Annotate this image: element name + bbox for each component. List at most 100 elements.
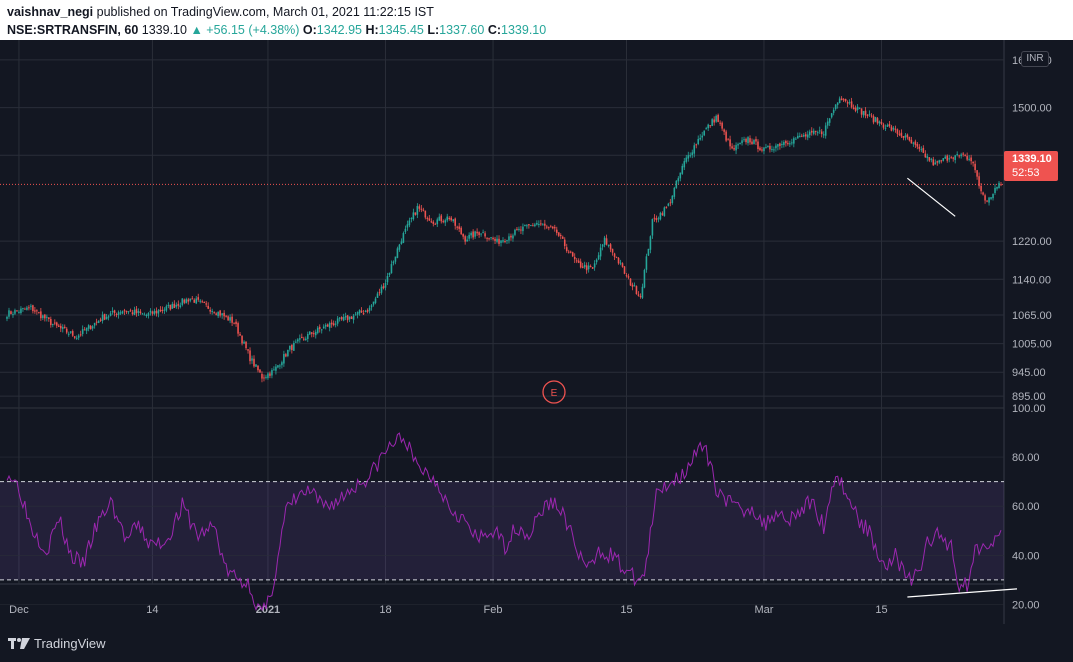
candle-body xyxy=(275,366,277,371)
candle-body xyxy=(386,275,389,283)
candle-body xyxy=(185,299,188,304)
candle-body xyxy=(67,333,70,335)
candle-body xyxy=(984,195,986,201)
candle-body xyxy=(816,132,819,134)
candle-body xyxy=(16,310,18,312)
candle-body xyxy=(492,237,494,240)
candle-body xyxy=(575,260,578,262)
candle-body xyxy=(227,316,229,321)
candle-body xyxy=(10,311,12,315)
candle-body xyxy=(478,232,480,235)
candle-body xyxy=(153,310,156,314)
candle-body xyxy=(577,260,580,263)
candle-body xyxy=(408,220,411,226)
candle-body xyxy=(279,365,281,367)
candle-body xyxy=(322,326,325,329)
author-name[interactable]: vaishnav_negi xyxy=(7,5,94,19)
candle-body xyxy=(705,128,707,130)
candle-body xyxy=(456,226,458,228)
candle-body xyxy=(623,266,626,274)
time-axis-label: Feb xyxy=(484,604,503,616)
candle-body xyxy=(163,309,166,311)
chart-canvas[interactable]: Dec14202118Feb15Mar151600.001500.001400.… xyxy=(0,40,1073,624)
candle-body xyxy=(137,311,140,313)
price-tag-value: 1339.10 xyxy=(1012,153,1052,165)
candle-body xyxy=(374,298,377,303)
candle-body xyxy=(741,140,743,144)
candle-body xyxy=(550,226,552,228)
candle-body xyxy=(938,160,941,163)
candle-body xyxy=(920,149,923,151)
candle-body xyxy=(340,317,343,320)
candle-body xyxy=(464,236,466,242)
candle-body xyxy=(299,338,301,340)
candle-body xyxy=(412,212,415,220)
candle-body xyxy=(797,135,799,139)
candle-body xyxy=(440,215,443,222)
candle-body xyxy=(203,302,205,304)
candle-body xyxy=(179,305,182,308)
candle-body xyxy=(978,176,980,187)
candle-body xyxy=(540,223,542,225)
candle-body xyxy=(695,144,698,146)
candle-body xyxy=(520,229,522,231)
low-label: L: xyxy=(427,23,440,37)
candle-body xyxy=(723,129,725,132)
candle-body xyxy=(376,293,379,298)
published-text: published on TradingView.com, March 01, … xyxy=(96,5,434,19)
candle-body xyxy=(372,301,375,305)
candle-body xyxy=(239,334,241,336)
candle-body xyxy=(749,138,751,143)
candle-body xyxy=(868,114,871,116)
candle-body xyxy=(635,286,638,295)
close-label: C: xyxy=(487,23,502,37)
candle-body xyxy=(133,309,136,316)
candle-body xyxy=(828,118,831,123)
change-up-icon: ▲ xyxy=(190,23,203,37)
candle-body xyxy=(81,329,84,334)
candle-body xyxy=(211,310,213,312)
candle-body xyxy=(657,218,660,220)
candle-body xyxy=(103,313,106,320)
candle-body xyxy=(904,135,907,138)
candle-body xyxy=(673,187,676,197)
candle-body xyxy=(844,98,847,102)
currency-badge[interactable]: INR xyxy=(1021,51,1049,67)
candle-body xyxy=(587,265,590,270)
candle-body xyxy=(890,126,893,131)
candle-body xyxy=(524,225,526,227)
candle-body xyxy=(806,134,809,138)
candle-body xyxy=(739,143,741,145)
candle-body xyxy=(312,333,315,335)
candle-body xyxy=(631,284,634,287)
candle-body xyxy=(647,248,650,256)
candle-body xyxy=(671,195,674,203)
candle-body xyxy=(85,327,88,331)
candle-body xyxy=(105,316,108,320)
candle-body xyxy=(223,312,225,317)
candle-body xyxy=(691,152,694,156)
candle-body xyxy=(310,332,313,334)
candle-body xyxy=(960,154,962,157)
candle-body xyxy=(641,286,644,298)
candle-body xyxy=(46,316,48,318)
high-value: 1345.45 xyxy=(378,23,424,37)
candle-body xyxy=(219,310,221,316)
candle-body xyxy=(773,149,775,151)
candle-body xyxy=(661,213,664,215)
candle-body xyxy=(159,309,162,312)
candle-body xyxy=(972,161,974,164)
candle-body xyxy=(950,157,952,159)
candle-body xyxy=(637,294,640,296)
candle-body xyxy=(269,373,271,376)
candle-body xyxy=(392,261,395,264)
candle-body xyxy=(617,257,620,264)
candle-body xyxy=(625,275,628,277)
candle-body xyxy=(332,323,335,326)
tradingview-logo-icon[interactable] xyxy=(8,635,30,651)
candle-body xyxy=(416,205,419,215)
candle-body xyxy=(735,145,737,151)
candle-body xyxy=(151,311,154,314)
tradingview-brand[interactable]: TradingView xyxy=(34,636,106,651)
candle-body xyxy=(892,127,895,130)
